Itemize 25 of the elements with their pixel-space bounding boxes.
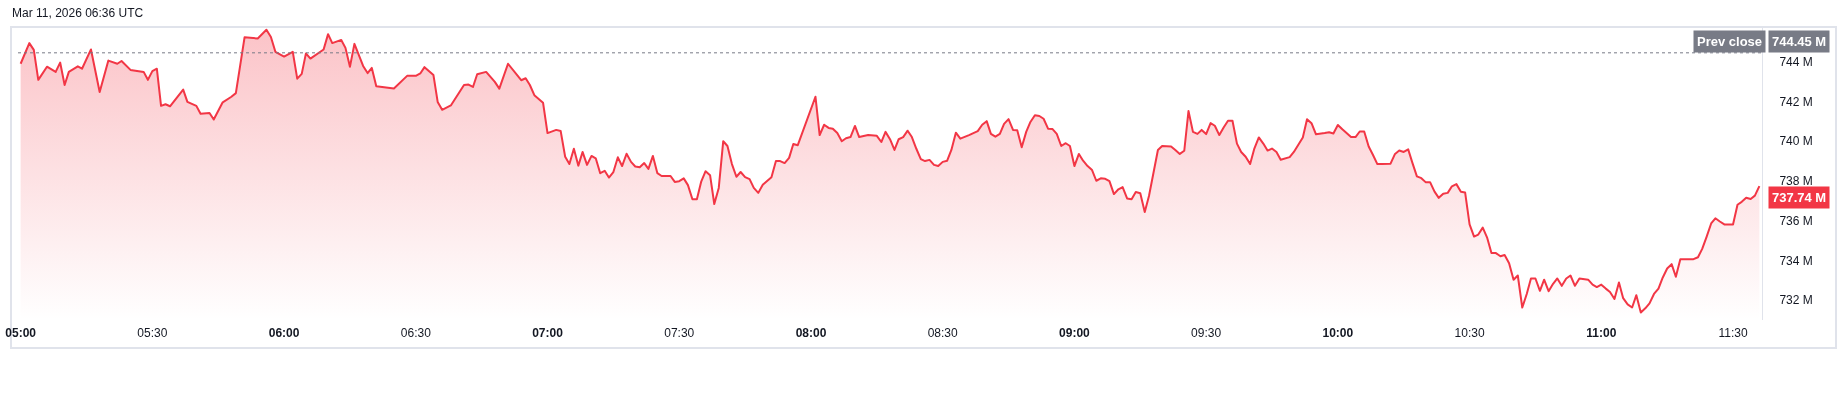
x-tick-label: 10:30 [1454,326,1485,340]
text: Mar 11, 2026 06:36 UTC [12,6,144,20]
y-tick-label: 744 M [1779,54,1813,69]
annotation: 744.45 M [1772,34,1827,49]
x-tick-label: 10:00 [1322,326,1354,340]
y-tick-label: 734 M [1779,253,1813,268]
x-tick-label: 05:30 [137,326,168,340]
x-tick-label: 06:00 [268,326,300,340]
y-tick-label: 740 M [1779,134,1813,149]
x-tick-label: 06:30 [400,326,432,340]
y-tick-label: 738 M [1779,174,1813,189]
annotation: 737.74 M [1772,190,1827,205]
x-tick-label: 11:00 [1586,326,1617,340]
x-tick-label: 09:00 [1059,326,1091,340]
y-tick-label: 742 M [1779,94,1813,109]
x-tick-label: 08:30 [927,326,959,340]
legend-label: Prev close [1697,34,1763,49]
y-tick-label: 732 M [1779,293,1813,308]
y-tick-label: 736 M [1779,213,1813,228]
x-tick-label: 05:00 [5,326,37,340]
x-tick-label: 07:00 [532,326,564,340]
x-tick-label: 11:30 [1718,326,1748,340]
x-tick-label: 07:30 [664,326,695,340]
x-tick-label: 09:30 [1191,326,1222,340]
x-tick-label: 08:00 [795,326,827,340]
